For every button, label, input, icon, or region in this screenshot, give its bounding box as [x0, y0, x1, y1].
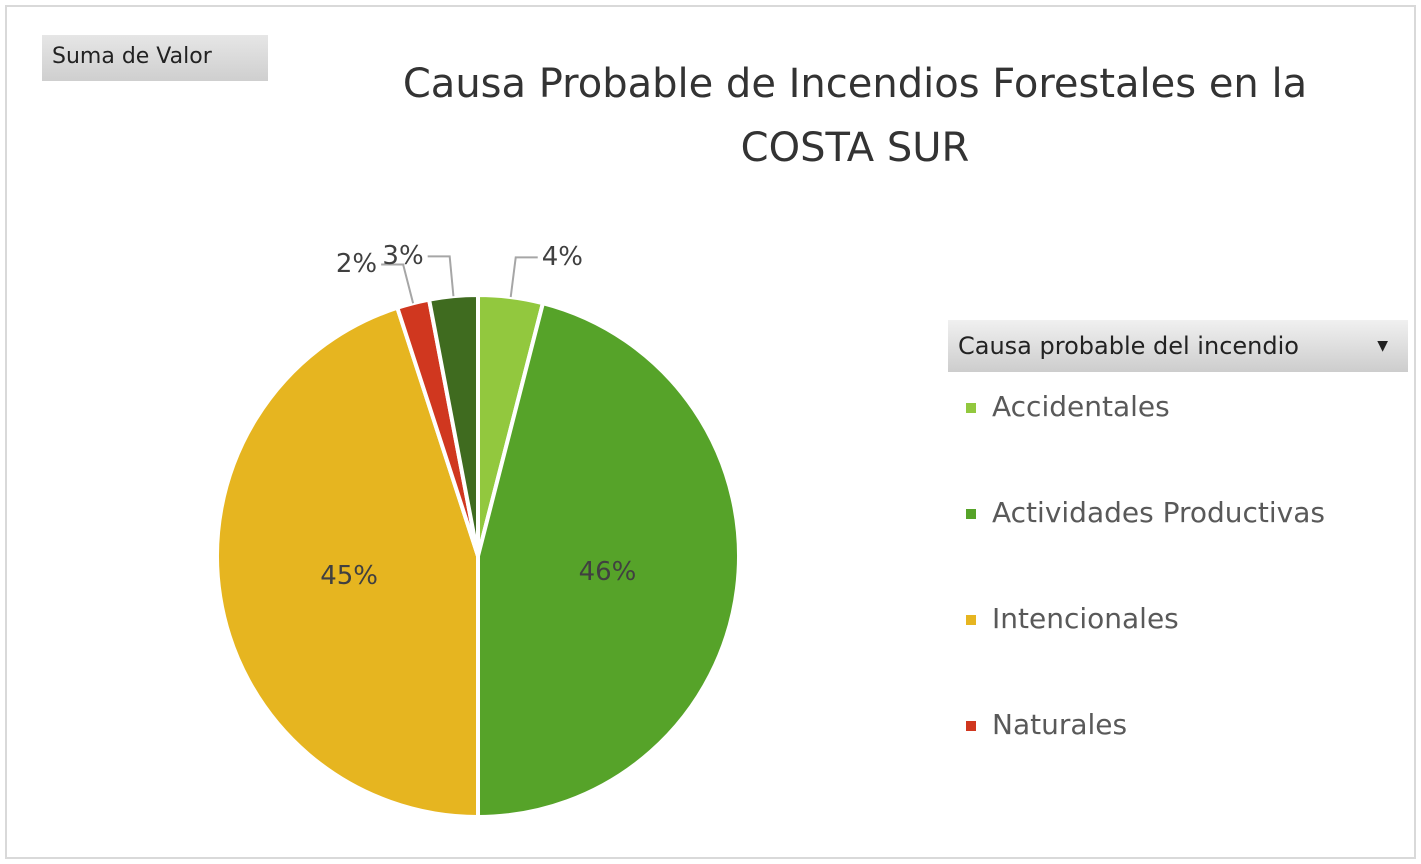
leader-line — [381, 263, 415, 304]
legend-label: Naturales — [992, 708, 1127, 741]
pie-slice — [215, 305, 480, 820]
leader-line — [509, 256, 538, 298]
legend-swatch — [966, 403, 976, 413]
legend-label: Actividades Productivas — [992, 496, 1325, 529]
data-label: 3% — [382, 241, 423, 271]
legend-title: Causa probable del incendio — [958, 332, 1299, 360]
data-label: 2% — [336, 249, 377, 279]
chart-title: Causa Probable de Incendios Forestales e… — [402, 61, 1308, 171]
legend-swatch — [966, 721, 976, 731]
legend-swatch — [966, 509, 976, 519]
legend-swatch — [966, 615, 976, 625]
legend-filter-button[interactable]: Causa probable del incendio ▼ — [948, 320, 1408, 372]
pie-slice — [476, 300, 741, 820]
leader-line — [427, 255, 455, 297]
data-label: 4% — [542, 242, 583, 272]
chart-frame — [5, 5, 1416, 859]
legend-label: Accidentales — [992, 390, 1170, 423]
data-label: 45% — [320, 561, 378, 591]
legend-label: Intencionales — [992, 602, 1179, 635]
field-button[interactable]: Suma de Valor — [42, 35, 268, 81]
dropdown-arrow[interactable]: ▼ — [1377, 338, 1388, 354]
data-label: 46% — [579, 557, 637, 587]
